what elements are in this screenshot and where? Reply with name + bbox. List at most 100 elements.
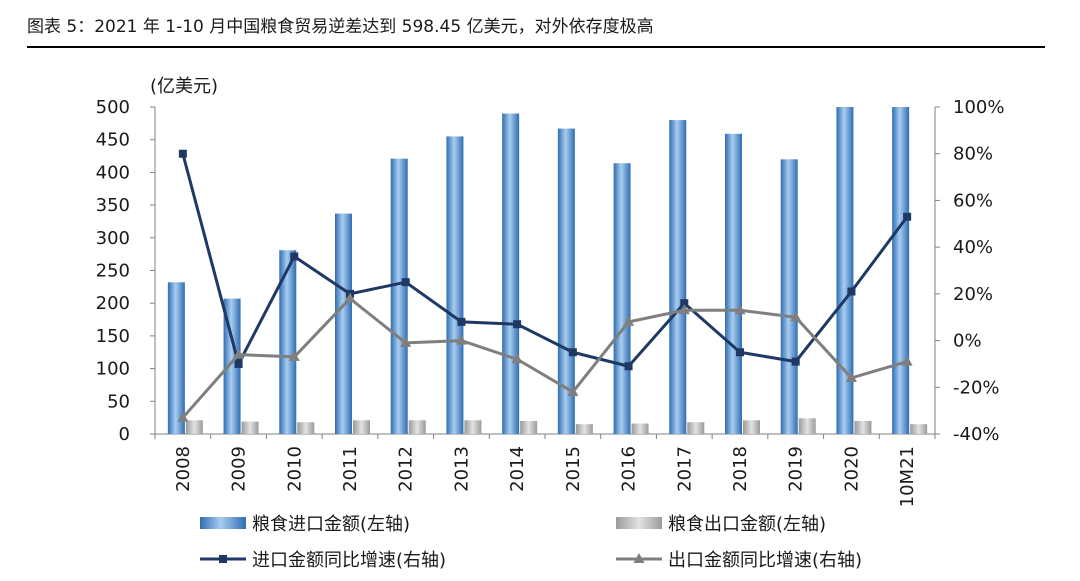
export-growth-point-2013 [455,334,467,345]
legend-import-growth-label: 进口金额同比增速(右轴) [252,550,446,571]
x-tick-label: 2017 [674,446,695,492]
export-growth-point-2018 [734,304,746,315]
x-tick-label: 2013 [451,446,472,492]
left-tick-label: 500 [96,97,130,118]
x-tick-label: 10M21 [897,446,918,507]
legend-import-amount-swatch [200,517,246,529]
import-growth-line [181,153,909,368]
bar-import-2015 [557,128,575,434]
bar-import-2018 [725,133,742,434]
left-tick-label: 350 [96,195,130,216]
bar-export-2015 [575,424,593,434]
export-growth-point-2012 [400,336,412,347]
bar-export-2019 [798,418,816,434]
bar-import-2008 [167,282,185,434]
export-growth-point-2016 [623,315,635,326]
bar-import-2010 [279,250,297,434]
unit-label: (亿美元) [150,76,218,97]
import-growth-point-2018 [736,348,744,357]
export-growth-point-2019 [790,311,802,322]
x-tick-label: 2014 [507,446,528,492]
right-tick-label: 80% [953,144,993,165]
right-tick-label: 20% [953,284,993,305]
bar-export-2008 [185,420,203,434]
bar-import-10M21 [892,107,910,434]
left-tick-label: 100 [96,359,130,380]
bar-import-2009 [223,298,241,434]
export-growth-point-2011 [344,292,356,303]
legend-export-growth-marker [633,553,645,563]
bar-export-2013 [464,420,482,434]
left-tick-label: 250 [96,261,130,282]
bar-export-2011 [353,420,370,434]
bar-export-2020 [854,420,872,434]
import-growth-point-2009 [234,359,243,368]
legend-export-growth: 出口金额同比增速(右轴) [616,550,862,571]
bar-export-2010 [297,422,315,434]
left-tick-label: 200 [96,293,130,314]
bar-export-2017 [687,422,705,434]
right-tick-label: 100% [953,97,1004,118]
bar-export-2014 [520,420,538,434]
legend-import-growth: 进口金额同比增速(右轴) [200,550,446,571]
export-growth-point-2008 [177,411,189,422]
x-tick-label: 2008 [173,446,194,492]
import-growth-point-2020 [847,287,856,296]
x-tick-label: 2011 [340,446,361,492]
x-tick-label: 2016 [619,446,640,492]
import-growth-point-2016 [624,362,633,371]
bar-export-2009 [241,421,259,434]
x-tick-label: 2010 [284,446,305,492]
import-growth-point-2013 [457,317,466,326]
x-tick-label: 2020 [841,446,862,492]
bar-export-2016 [631,423,649,434]
right-tick-label: -20% [953,377,1000,398]
bar-export-2012 [408,420,426,434]
export-growth-point-10M21 [901,355,913,366]
import-growth-point-2015 [568,348,577,357]
bar-import-2013 [446,136,464,434]
legend-export-amount-swatch [616,517,662,529]
right-tick-label: -40% [953,424,1000,445]
x-tick-label: 2019 [786,446,807,492]
bar-import-2014 [502,113,520,434]
import-growth-point-2010 [290,252,299,261]
left-tick-label: 0 [119,424,130,445]
right-tick-label: 0% [953,331,982,352]
export-growth-point-2020 [845,371,857,382]
bar-export-2018 [743,420,760,434]
bar-import-2011 [335,213,352,434]
bar-import-2012 [390,158,408,434]
export-growth-point-2014 [511,353,523,364]
export-growth-point-2017 [678,304,690,315]
left-tick-label: 400 [96,162,130,183]
bar-import-2019 [780,159,798,434]
legend-export-amount: 粮食出口金额(左轴) [616,514,826,535]
bar-import-2017 [669,120,687,434]
legend-import-amount-label: 粮食进口金额(左轴) [252,514,410,535]
export-growth-point-2015 [567,385,579,396]
right-tick-label: 60% [953,190,993,211]
left-tick-label: 450 [96,130,130,151]
x-tick-label: 2012 [396,446,417,492]
export-growth-line [181,297,908,419]
title-divider [27,46,1045,48]
left-tick-label: 50 [107,391,130,412]
legend-export-growth-label: 出口金额同比增速(右轴) [668,550,862,571]
bar-import-2016 [613,163,631,434]
import-growth-point-10M21 [903,212,912,221]
import-growth-point-2019 [791,357,800,366]
export-growth-point-2009 [233,348,245,359]
import-growth-point-2014 [513,320,522,329]
right-tick-label: 40% [953,237,993,258]
import-growth-point-2017 [680,299,689,308]
left-tick-label: 150 [96,326,130,347]
x-tick-label: 2015 [563,446,584,492]
import-growth-point-2008 [178,149,187,158]
legend-import-growth-marker [219,555,227,563]
import-growth-point-2012 [401,278,410,287]
legend-import-amount: 粮食进口金额(左轴) [200,514,410,535]
bar-export-10M21 [910,424,928,434]
legend-export-amount-label: 粮食出口金额(左轴) [668,514,826,535]
